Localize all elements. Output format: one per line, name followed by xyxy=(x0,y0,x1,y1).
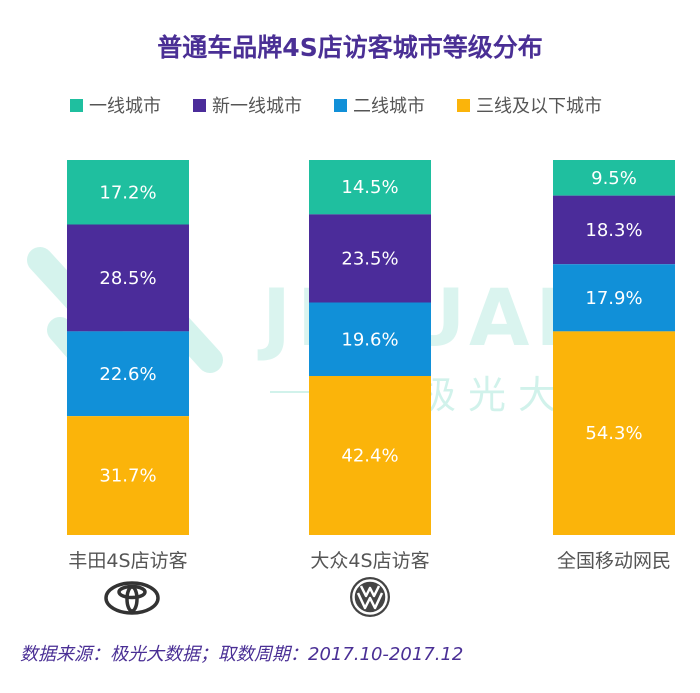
bar-segment xyxy=(67,416,189,535)
legend-item: 三线及以下城市 xyxy=(457,92,602,118)
data-label: 54.3% xyxy=(585,423,642,444)
data-label: 9.5% xyxy=(591,168,637,189)
data-label: 17.2% xyxy=(99,182,156,203)
legend-swatch xyxy=(334,98,347,112)
legend-swatch xyxy=(70,98,83,112)
data-label: 28.5% xyxy=(99,268,156,289)
legend-item: 一线城市 xyxy=(70,92,161,118)
legend-label: 新一线城市 xyxy=(212,96,302,117)
bar-segment xyxy=(553,331,675,535)
legend: 一线城市 新一线城市 二线城市 三线及以下城市 xyxy=(70,92,670,118)
volkswagen-logo-icon xyxy=(350,577,390,617)
bar-segment xyxy=(309,160,431,215)
bar-segment xyxy=(309,214,431,303)
legend-item: 二线城市 xyxy=(334,92,425,118)
data-label: 14.5% xyxy=(341,177,398,198)
legend-label: 一线城市 xyxy=(89,96,161,117)
data-label: 17.9% xyxy=(585,288,642,309)
bar-segment xyxy=(67,160,189,225)
data-label: 22.6% xyxy=(99,364,156,385)
bar-segment xyxy=(67,224,189,332)
legend-item: 新一线城市 xyxy=(193,92,302,118)
data-label: 42.4% xyxy=(341,446,398,467)
category-label: 丰田4S店访客 xyxy=(68,550,187,572)
bar-segment xyxy=(553,264,675,332)
category-label: 全国移动网民 xyxy=(557,550,671,572)
chart-title: 普通车品牌4S店访客城市等级分布 xyxy=(157,33,543,62)
bar-segment xyxy=(309,376,431,535)
bar-segment xyxy=(67,331,189,417)
legend-label: 三线及以下城市 xyxy=(476,96,602,117)
bar-segment xyxy=(553,160,675,196)
data-label: 31.7% xyxy=(99,466,156,487)
data-label: 18.3% xyxy=(585,220,642,241)
legend-label: 二线城市 xyxy=(353,96,425,117)
data-source-footer: 数据来源：极光大数据；取数周期：2017.10-2017.12 xyxy=(20,644,464,665)
legend-swatch xyxy=(193,98,206,112)
bar-segment xyxy=(309,302,431,376)
data-label: 19.6% xyxy=(341,329,398,350)
category-label: 大众4S店访客 xyxy=(310,550,429,572)
legend-swatch xyxy=(457,98,470,112)
bar-segment xyxy=(553,195,675,265)
data-label: 23.5% xyxy=(341,248,398,269)
toyota-logo-icon xyxy=(104,581,160,615)
